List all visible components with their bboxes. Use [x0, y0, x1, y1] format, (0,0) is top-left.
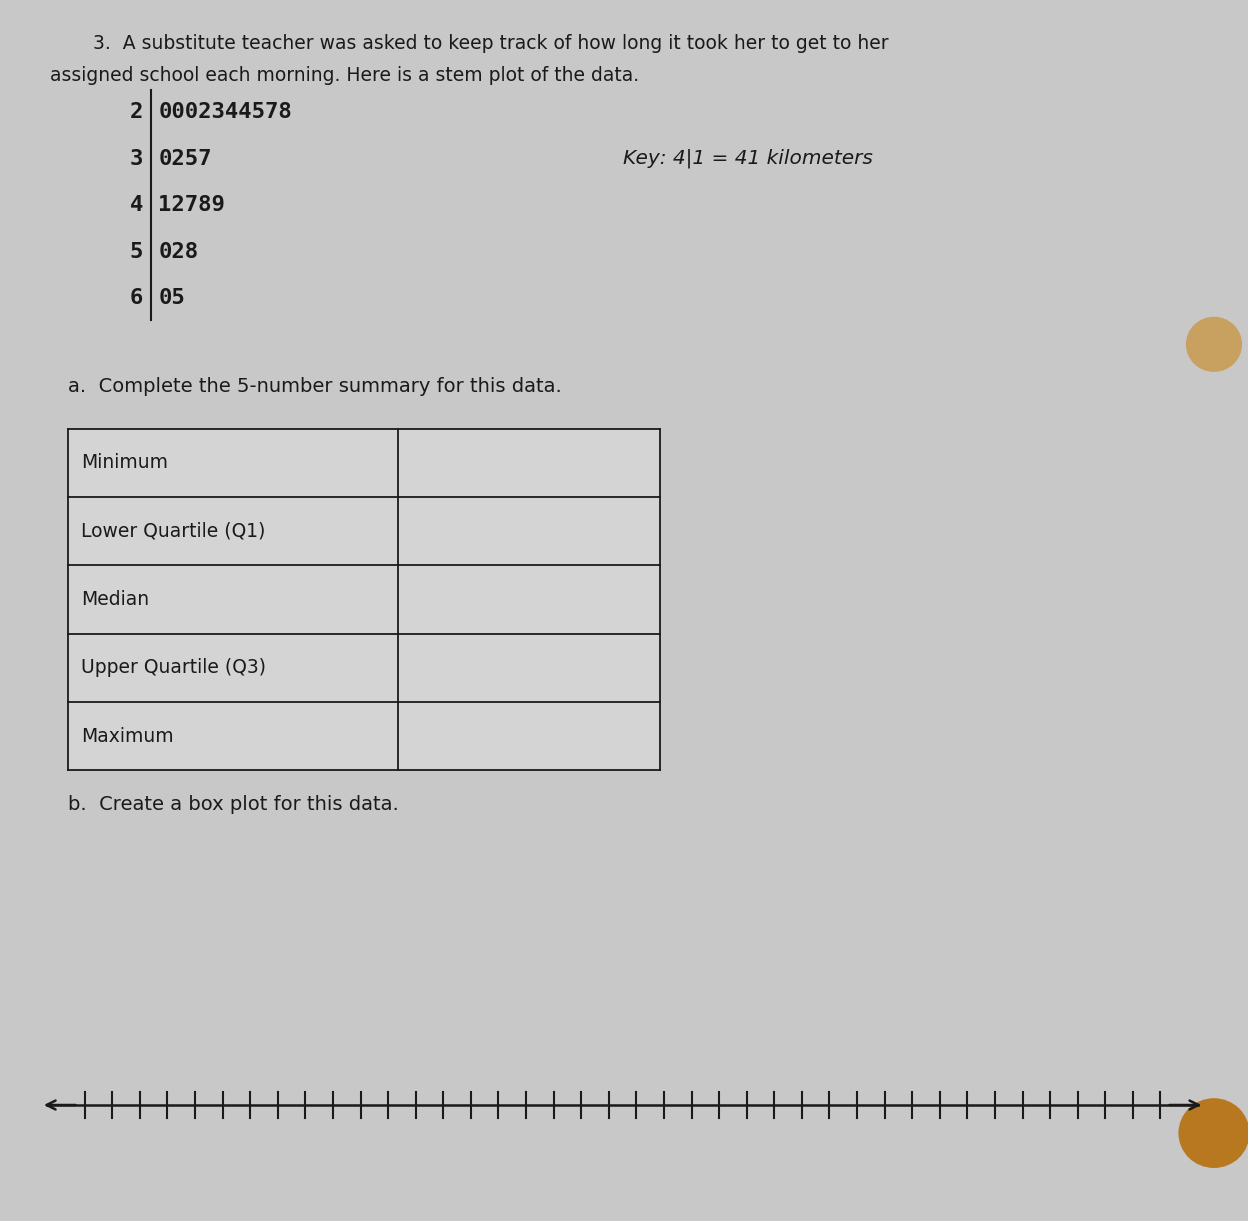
Text: b.  Create a box plot for this data.: b. Create a box plot for this data.	[69, 795, 399, 814]
Text: 4: 4	[130, 195, 144, 215]
Text: Lower Quartile (Q1): Lower Quartile (Q1)	[81, 521, 266, 541]
Text: Minimum: Minimum	[81, 453, 168, 473]
FancyBboxPatch shape	[69, 497, 660, 565]
Text: 028: 028	[158, 242, 198, 261]
Text: 0257: 0257	[158, 149, 212, 168]
Circle shape	[1179, 1099, 1248, 1167]
Text: Maximum: Maximum	[81, 726, 173, 746]
Text: 6: 6	[130, 288, 144, 308]
Text: a.  Complete the 5-number summary for this data.: a. Complete the 5-number summary for thi…	[69, 377, 563, 397]
FancyBboxPatch shape	[69, 702, 660, 770]
Text: 3: 3	[130, 149, 144, 168]
Text: 2: 2	[130, 103, 144, 122]
Text: Upper Quartile (Q3): Upper Quartile (Q3)	[81, 658, 266, 678]
FancyBboxPatch shape	[69, 565, 660, 634]
Text: 12789: 12789	[158, 195, 225, 215]
Text: 0002344578: 0002344578	[158, 103, 292, 122]
FancyBboxPatch shape	[69, 634, 660, 702]
FancyBboxPatch shape	[69, 429, 660, 497]
Text: Median: Median	[81, 590, 149, 609]
Text: assigned school each morning. Here is a stem plot of the data.: assigned school each morning. Here is a …	[50, 66, 639, 85]
Text: 05: 05	[158, 288, 185, 308]
Circle shape	[1187, 317, 1242, 371]
Text: 5: 5	[130, 242, 144, 261]
Text: Key: 4|1 = 41 kilometers: Key: 4|1 = 41 kilometers	[623, 149, 872, 168]
Text: 3.  A substitute teacher was asked to keep track of how long it took her to get : 3. A substitute teacher was asked to kee…	[94, 34, 889, 54]
